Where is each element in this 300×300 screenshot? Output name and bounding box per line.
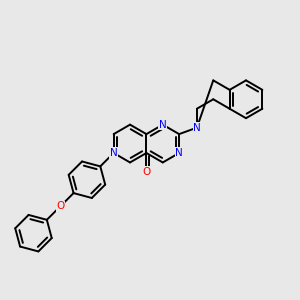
Text: N: N [110,148,118,158]
Text: O: O [142,167,151,177]
Text: N: N [193,123,201,133]
Text: O: O [56,202,64,212]
Text: N: N [159,120,166,130]
Text: N: N [175,148,183,158]
